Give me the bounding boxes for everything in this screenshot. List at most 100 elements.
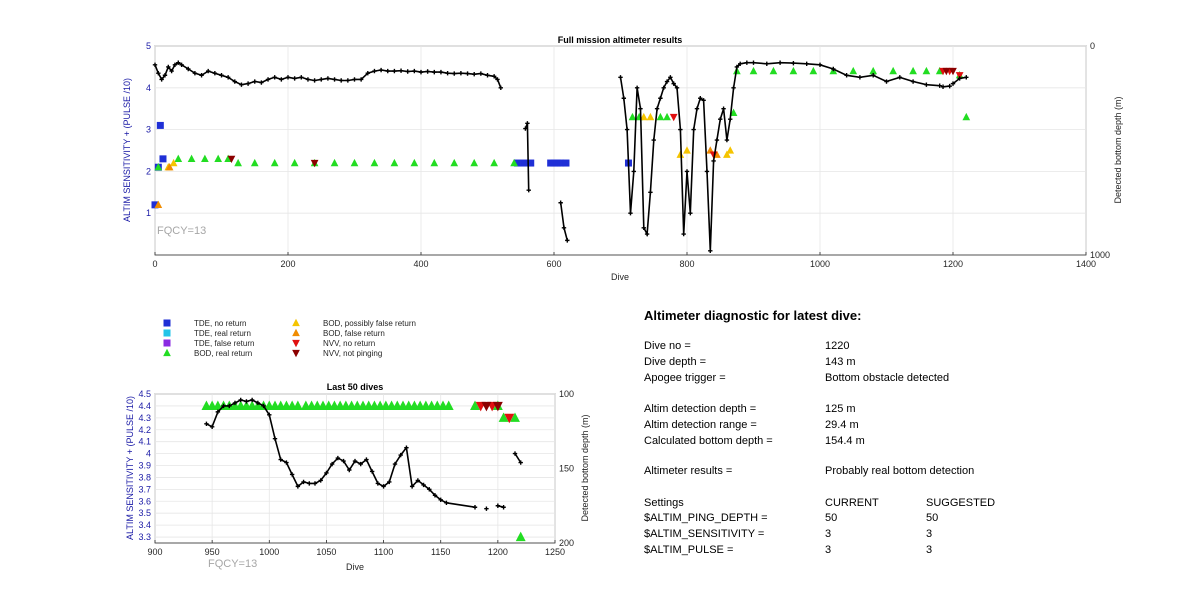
bottom-depth-point	[438, 69, 444, 75]
diagnostic-title: Altimeter diagnostic for latest dive:	[644, 308, 862, 323]
dive-depth-value: 143 m	[825, 356, 856, 368]
nvv-no-return-marker	[504, 413, 515, 424]
nvv-not-pinging-marker	[227, 155, 236, 164]
bottom-depth-point	[244, 399, 249, 404]
bottom-depth-point	[352, 458, 358, 464]
bottom-depth-point	[724, 137, 730, 143]
bottom-depth-point	[432, 493, 438, 498]
nvv-not-pinging-series	[481, 401, 503, 412]
bottom-depth-point	[378, 67, 384, 73]
bottom-depth-point	[289, 472, 295, 477]
bod-false-return-marker	[154, 200, 163, 208]
bottom-depth-point	[498, 85, 503, 90]
sensitivity-row: $ALTIM_SENSITIVITY = 3 3	[644, 528, 1164, 542]
bottom-depth-point	[364, 457, 369, 462]
bod-real-return-marker	[370, 158, 379, 167]
x-tick-label: 1200	[488, 547, 508, 557]
x-tick-label: 900	[147, 547, 162, 557]
sensitivity-suggested: 3	[926, 528, 933, 540]
bottom-depth-point	[495, 503, 501, 508]
ping-depth-suggested: 50	[926, 512, 939, 524]
x-tick-label: 200	[280, 259, 295, 269]
bod-real-return-marker	[962, 112, 971, 121]
bottom-depth-point	[465, 71, 470, 76]
bottom-depth-point	[358, 461, 363, 467]
bottom-depth-point	[176, 60, 181, 65]
bottom-depth-point	[324, 470, 329, 476]
bottom-depth-point	[199, 73, 204, 78]
bottom-depth-point	[674, 85, 680, 90]
bottom-depth-point	[694, 106, 700, 111]
bottom-depth-point	[392, 461, 398, 467]
bod-real-return-marker	[290, 158, 299, 167]
legend-nvv-no-return-marker	[292, 339, 300, 348]
bod-real-return-marker	[250, 158, 259, 167]
bottom-depth-point	[301, 479, 306, 485]
bottom-depth-point	[335, 455, 341, 461]
bottom-depth-point	[718, 116, 723, 122]
current-header: CURRENT	[825, 497, 879, 509]
top-x-axis-label: Dive	[611, 272, 629, 282]
y-tick-label: 3.5	[138, 508, 151, 518]
altim-depth-value: 125 m	[825, 403, 856, 415]
bottom-depth-point	[684, 169, 690, 174]
bottom-depth-point	[162, 73, 168, 78]
tde-no-return-marker	[557, 159, 565, 167]
bottom-depth-point	[312, 481, 318, 486]
bottom-depth-point	[204, 421, 209, 426]
y-tick-label: 3.7	[138, 484, 151, 494]
bottom-depth-point	[347, 467, 352, 473]
bottom-depth-point	[485, 73, 490, 78]
bottom-depth-point	[817, 62, 823, 68]
legend-tde-real-return-label: TDE, real return	[194, 329, 251, 338]
bottom-depth-point	[206, 68, 211, 74]
settings-label: Settings	[644, 497, 684, 509]
bottom-depth-point	[472, 72, 477, 77]
bottom-depth-point	[318, 478, 323, 483]
bottom-depth-point	[744, 60, 750, 65]
y2-tick-label: 150	[559, 464, 574, 474]
bod-real-return-marker	[450, 158, 459, 167]
bottom-depth-point	[159, 77, 164, 82]
results-value: Probably real bottom detection	[825, 465, 975, 477]
bottom-depth-point	[387, 479, 392, 485]
altim-range-row: Altim detection range = 29.4 m	[644, 419, 1164, 433]
bottom-depth-point	[651, 137, 656, 143]
y-tick-label: 1	[146, 208, 151, 218]
bottom-depth-point	[249, 397, 255, 403]
x-tick-label: 1000	[259, 547, 279, 557]
bottom-depth-point	[491, 74, 497, 79]
calc-depth-value: 154.4 m	[825, 435, 865, 447]
bod-real-return-marker	[154, 163, 163, 171]
bottom-depth-point	[438, 497, 443, 502]
bottom-depth-point	[654, 106, 660, 111]
bottom-depth-point	[272, 436, 278, 441]
bottom-depth-point	[215, 409, 221, 415]
bottom-depth-point	[701, 98, 706, 103]
bottom-depth-point	[169, 68, 174, 74]
bod-false-return-marker	[165, 163, 174, 171]
bod-real-return-marker	[443, 400, 454, 410]
bottom-depth-point	[445, 70, 450, 76]
bottom-depth-point	[152, 62, 158, 68]
bottom-depth-point	[405, 69, 410, 74]
tde-no-return-marker	[159, 155, 167, 163]
bottom-depth-point	[661, 85, 666, 90]
bottom-fqcy-annotation: FQCY=13	[208, 558, 257, 570]
bod-possibly-false-return-marker	[683, 146, 691, 154]
bottom-depth-point	[259, 80, 264, 85]
tde-no-return-marker	[520, 159, 528, 167]
bottom-depth-series	[204, 397, 523, 511]
bottom-depth-point	[708, 248, 713, 254]
bottom-depth-point	[415, 478, 421, 483]
last-50-dives-chart: 900 950 1000 1050 1100 1150 1200 1250 3.3 3.4 3.5 3…	[125, 382, 590, 572]
bottom-depth-point	[714, 137, 720, 143]
full-mission-chart: 0 200 400 600 800 1000 1200 1400 1 2 3 4 5 0 1000 Full…	[122, 35, 1123, 282]
bottom-depth-point	[728, 116, 733, 122]
bottom-depth-point	[365, 70, 370, 76]
bottom-depth-point	[565, 238, 570, 243]
bottom-depth-point	[501, 505, 506, 510]
bod-real-return-marker	[270, 158, 279, 167]
altim-range-value: 29.4 m	[825, 419, 859, 431]
legend-bod-real-return-marker	[163, 348, 171, 357]
